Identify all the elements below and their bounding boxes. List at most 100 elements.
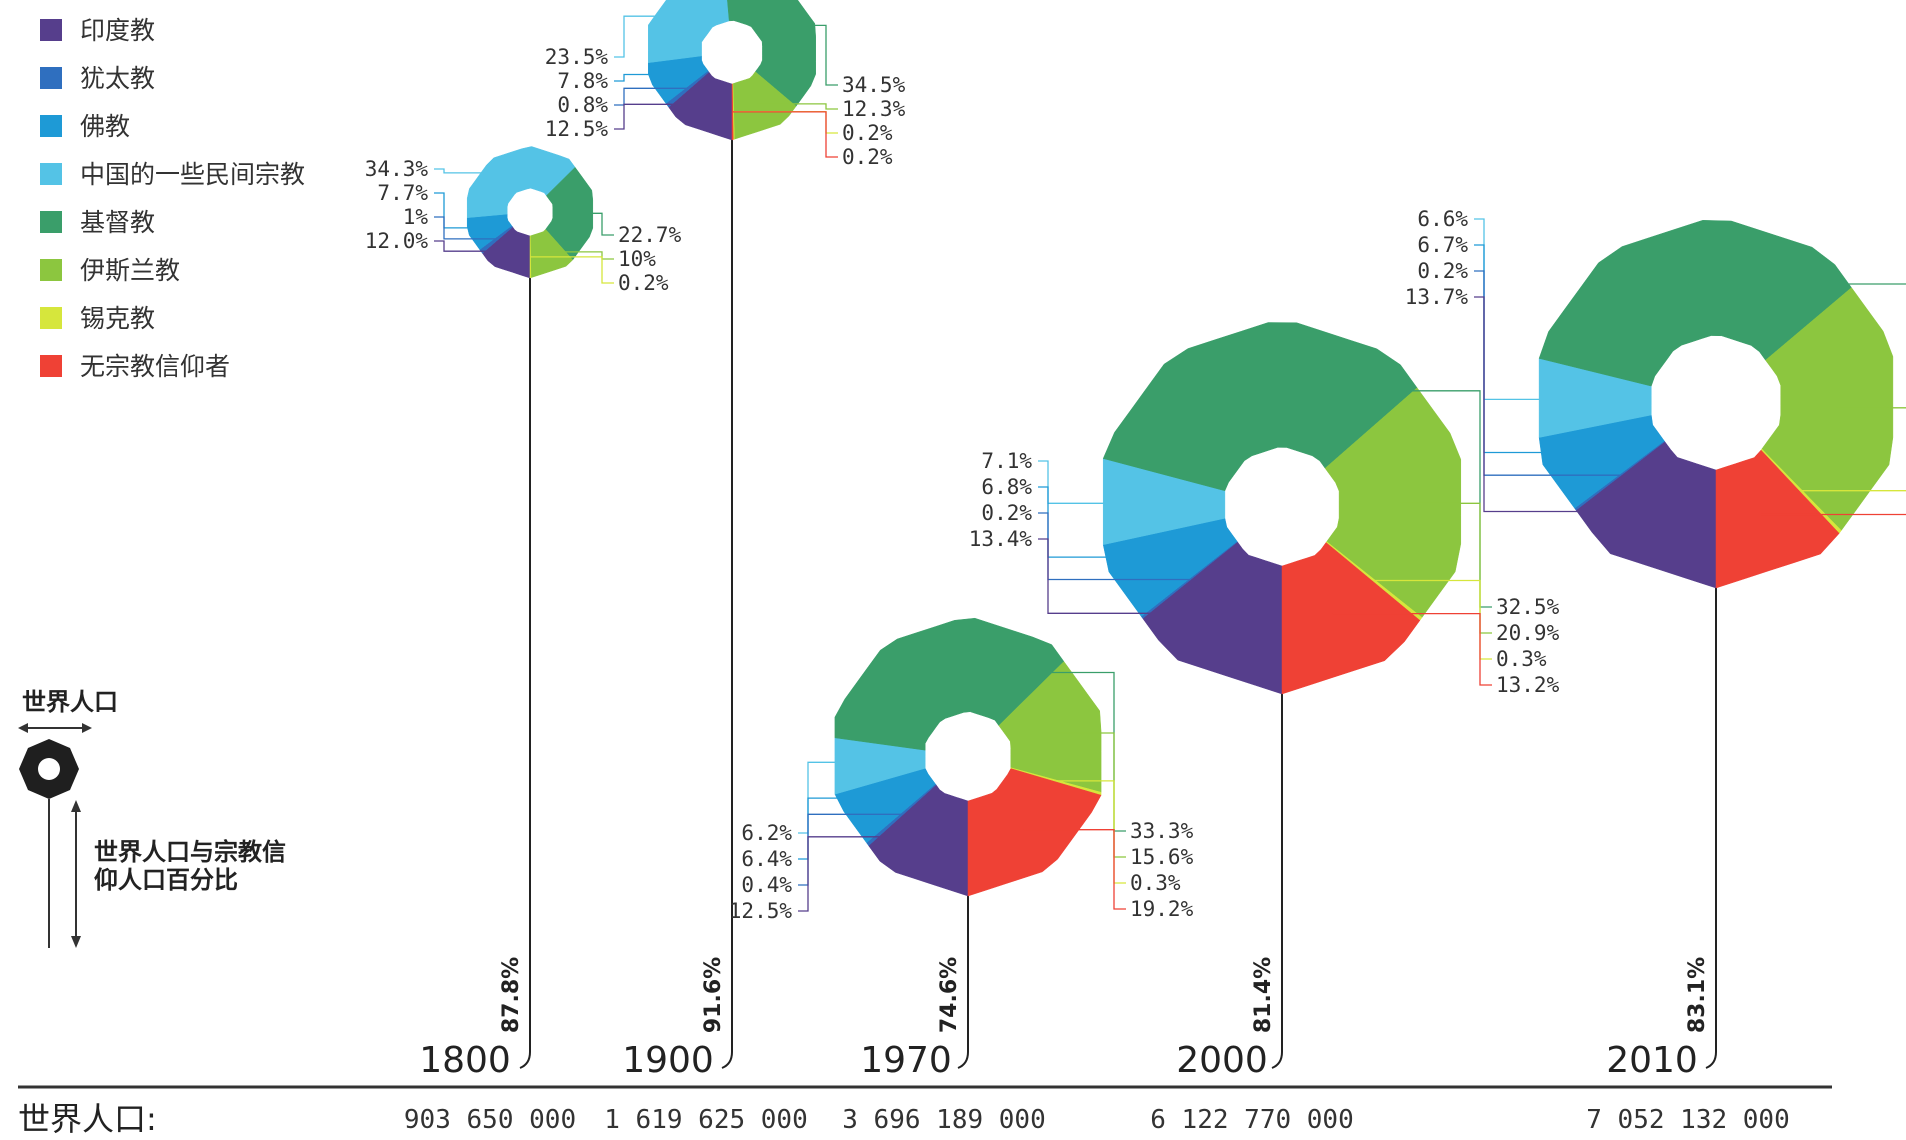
label-2000-christianity: 32.5% (1496, 595, 1560, 619)
label-2010-buddhism: 6.7% (1417, 233, 1468, 257)
religious-share-1900: 91.6% (701, 957, 726, 1033)
population-1900: 1 619 625 000 (604, 1105, 808, 1135)
key-height-arrow-up (71, 800, 81, 812)
label-1900-unaffiliated: 0.2% (842, 145, 893, 169)
religious-share-2000: 81.4% (1251, 957, 1276, 1033)
leader-2000-islam (1399, 502, 1492, 634)
label-2000-judaism: 0.2% (981, 501, 1032, 525)
key-height-arrow-down (71, 936, 81, 948)
key-title: 世界人口 (22, 688, 118, 716)
label-1970-islam: 15.6% (1130, 845, 1194, 869)
legend-label-hinduism: 印度教 (80, 16, 155, 45)
leader-1800-judaism (434, 216, 497, 240)
label-1900-christianity: 34.5% (842, 73, 906, 97)
label-1900-islam: 12.3% (842, 97, 906, 121)
donut-2010 (1538, 220, 1894, 589)
leader-1900-unaffiliated (732, 111, 838, 158)
legend-swatch-islam (40, 259, 62, 281)
leader-1900-judaism (614, 87, 688, 106)
leader-1800-islam (545, 251, 614, 260)
leader-1970-hinduism (798, 836, 933, 912)
year-label-2000: 2000 (1176, 1040, 1268, 1081)
legend-swatch-chinese_folk (40, 163, 62, 185)
label-2000-hinduism: 13.4% (969, 527, 1033, 551)
leader-1800-buddhism (434, 192, 489, 229)
label-2000-sikhism: 0.3% (1496, 647, 1547, 671)
key-donut-hole (38, 758, 60, 780)
leader-2000-christianity (1255, 390, 1492, 608)
leader-1800-sikhism (530, 256, 614, 284)
population-2000: 6 122 770 000 (1150, 1105, 1354, 1135)
religious-share-1800: 87.8% (499, 957, 524, 1033)
label-2010-hinduism: 13.7% (1405, 285, 1469, 309)
stems (519, 135, 1717, 1069)
label-1970-unaffiliated: 19.2% (1130, 897, 1194, 921)
stem-foot-1800 (519, 1051, 531, 1069)
legend-label-sikhism: 锡克教 (80, 304, 155, 333)
label-1800-sikhism: 0.2% (618, 271, 669, 295)
legend-label-buddhism: 佛教 (80, 112, 130, 141)
label-1800-judaism: 1% (403, 205, 429, 229)
key-caption-line1: 世界人口与宗教信 (94, 838, 286, 866)
legend-label-chinese_folk: 中国的一些民间宗教 (80, 160, 305, 189)
legend-swatch-christianity (40, 211, 62, 233)
leader-1800-chinese_folk (434, 168, 512, 174)
label-1970-chinese_folk: 6.2% (741, 821, 792, 845)
population-1800: 903 650 000 (404, 1105, 576, 1135)
slice-2010-unaffiliated (1715, 449, 1840, 589)
leader-1800-christianity (572, 212, 614, 236)
population-2010: 7 052 132 000 (1586, 1105, 1790, 1135)
leader-1900-hinduism (614, 103, 709, 130)
year-labels: 87.8% 1800 903 650 000 91.6% 1900 1 619 625 0… (404, 957, 1790, 1135)
leader-2010-sikhism (1800, 490, 1906, 492)
leader-1800-hinduism (434, 240, 513, 252)
label-1900-sikhism: 0.2% (842, 121, 893, 145)
leader-2010-unaffiliated (1760, 513, 1906, 516)
legend-swatch-sikhism (40, 307, 62, 329)
year-label-1900: 1900 (622, 1040, 714, 1081)
label-1970-hinduism: 12.5% (729, 899, 793, 923)
legend-label-unaffiliated: 无宗教信仰者 (80, 352, 230, 381)
leader-2010-islam (1836, 407, 1906, 409)
slice-1900-chinese_folk (648, 0, 730, 63)
stem-foot-1900 (721, 1051, 733, 1069)
slice-1970-unaffiliated (967, 768, 1102, 897)
stem-foot-2010 (1705, 1051, 1717, 1069)
donut-charts (466, 0, 1894, 897)
key-width-arrow-right (82, 723, 92, 733)
leader-2010-christianity (1688, 283, 1906, 285)
leader-1900-islam (757, 103, 838, 110)
label-1900-judaism: 0.8% (557, 93, 608, 117)
label-1970-buddhism: 6.4% (741, 847, 792, 871)
donut-1900 (648, 0, 816, 141)
label-2010-chinese_folk: 6.6% (1417, 207, 1468, 231)
donut-1970 (834, 617, 1102, 897)
year-label-2010: 2010 (1606, 1040, 1698, 1081)
leader-1900-buddhism (614, 73, 678, 82)
leader-2000-unaffiliated (1332, 612, 1492, 686)
label-2000-chinese_folk: 7.1% (981, 449, 1032, 473)
key-width-arrow-left (18, 723, 28, 733)
label-2000-islam: 20.9% (1496, 621, 1560, 645)
chart-key: 世界人口 世界人口与宗教信 仰人口百分比 (18, 688, 286, 948)
stem-foot-1970 (957, 1051, 969, 1069)
population-axis-label: 世界人口: (18, 1100, 157, 1138)
donut-1800 (466, 146, 594, 279)
key-caption-line2: 仰人口百分比 (94, 866, 238, 894)
leader-2010-hinduism (1474, 296, 1663, 513)
year-label-1970: 1970 (860, 1040, 952, 1081)
label-1800-hinduism: 12.0% (365, 229, 429, 253)
donut-2000 (1102, 322, 1462, 695)
legend-label-christianity: 基督教 (80, 208, 155, 237)
leader-1970-unaffiliated (1023, 829, 1126, 910)
leader-2000-chinese_folk (1038, 460, 1165, 504)
population-1970: 3 696 189 000 (842, 1105, 1046, 1135)
legend-swatch-hinduism (40, 19, 62, 41)
religious-share-2010: 83.1% (1685, 957, 1710, 1033)
legend-swatch-buddhism (40, 115, 62, 137)
label-1900-chinese_folk: 23.5% (545, 45, 609, 69)
label-2000-unaffiliated: 13.2% (1496, 673, 1560, 697)
leader-1900-chinese_folk (614, 15, 688, 58)
